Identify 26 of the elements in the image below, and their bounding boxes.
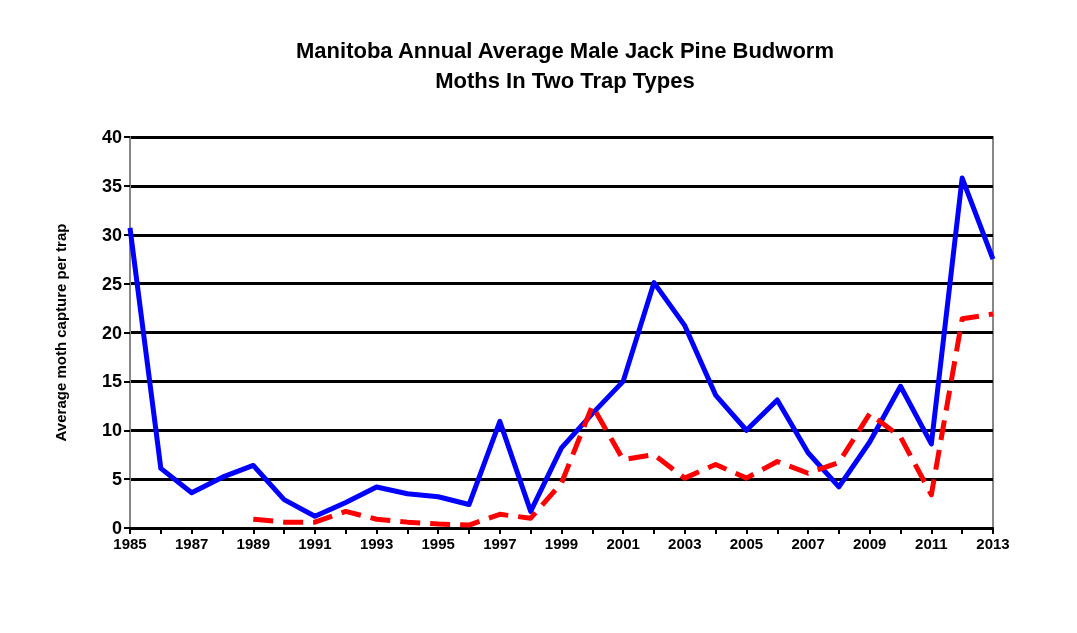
x-tick-label: 1997	[483, 535, 517, 552]
y-tick-label: 25	[101, 273, 122, 294]
x-tick-label: 1989	[236, 535, 270, 552]
x-tick-label: 2011	[915, 535, 948, 552]
x-tick-label: 2009	[853, 535, 887, 552]
x-tick-label: 1985	[113, 535, 147, 552]
x-tick-label: 2005	[729, 535, 764, 552]
y-tick-label: 40	[101, 127, 122, 147]
y-tick-label: 5	[111, 469, 122, 490]
x-tick-label: 1993	[359, 535, 394, 552]
chart-title: Manitoba Annual Average Male Jack Pine Budworm Moths In Two Trap Types	[296, 37, 834, 93]
x-tick-label: 1991	[298, 535, 332, 552]
y-tick-label: 30	[101, 224, 122, 245]
y-tick-label: 10	[101, 420, 122, 441]
y-tick-label: 0	[111, 518, 122, 538]
y-tick-label: 15	[101, 371, 122, 392]
y-axis-title: Average moth capture per trap	[52, 223, 69, 442]
x-tick-label: 2001	[606, 535, 640, 552]
x-tick-label: 1999	[544, 535, 579, 552]
x-tick-label: 1987	[174, 535, 209, 552]
x-tick-label: 2003	[668, 535, 702, 552]
x-tick-label: 1995	[421, 535, 455, 552]
x-tick-label: 2007	[791, 535, 825, 552]
x-tick-label: 2013	[976, 535, 1010, 552]
y-tick-label: 20	[101, 322, 122, 343]
y-tick-label: 35	[101, 175, 122, 196]
